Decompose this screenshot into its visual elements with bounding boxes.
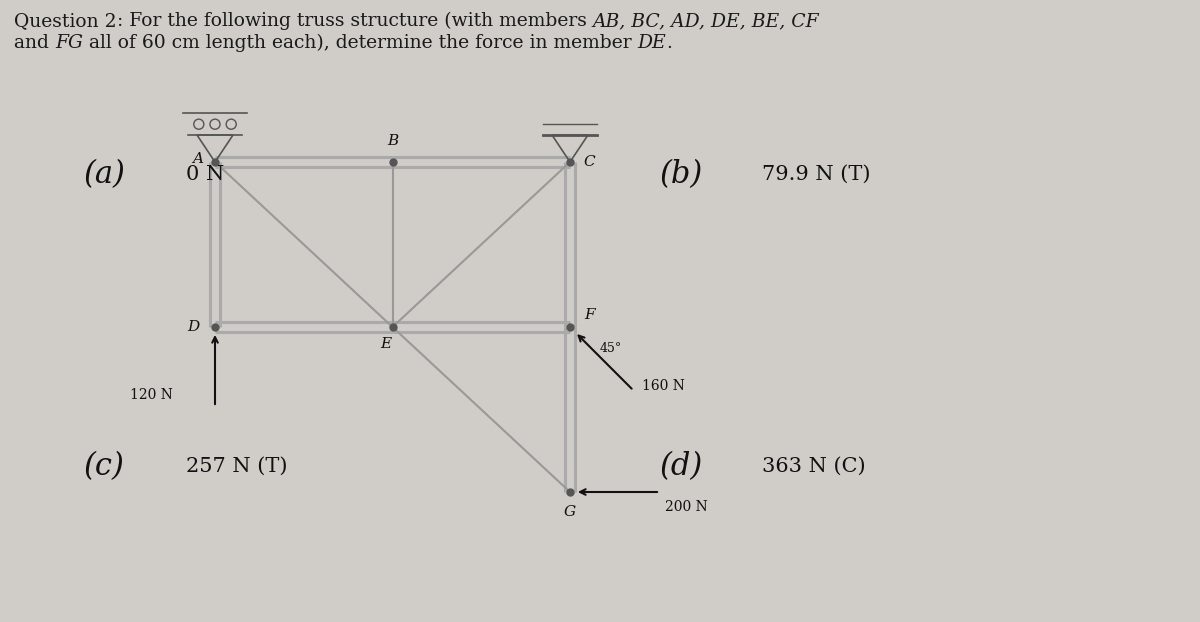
Text: (c): (c) [84, 451, 125, 482]
Text: A: A [192, 152, 203, 165]
Text: AB, BC, AD, DE, BE, CF: AB, BC, AD, DE, BE, CF [593, 12, 820, 30]
Text: E: E [380, 337, 391, 351]
Text: Question 2: Question 2 [14, 12, 116, 30]
Text: F: F [584, 309, 595, 322]
Text: (b): (b) [660, 159, 703, 190]
Text: D: D [187, 320, 200, 334]
Text: G: G [564, 505, 576, 519]
Text: 0 N: 0 N [186, 165, 224, 183]
Text: 200 N: 200 N [665, 500, 708, 514]
Text: 120 N: 120 N [130, 388, 173, 402]
Text: C: C [583, 155, 595, 169]
Text: 79.9 N (T): 79.9 N (T) [762, 165, 870, 183]
Text: : For the following truss structure (with members: : For the following truss structure (wit… [116, 12, 593, 30]
Text: all of 60 cm length each), determine the force in member: all of 60 cm length each), determine the… [83, 34, 637, 52]
Text: FG: FG [55, 34, 83, 52]
Text: (d): (d) [660, 451, 703, 482]
Text: 45°: 45° [600, 343, 623, 356]
Text: DE: DE [637, 34, 666, 52]
Text: B: B [386, 134, 398, 147]
Text: 160 N: 160 N [642, 379, 684, 392]
Text: .: . [666, 34, 672, 52]
Text: 363 N (C): 363 N (C) [762, 457, 865, 476]
Text: and: and [14, 34, 55, 52]
Text: (a): (a) [84, 159, 126, 190]
Text: 257 N (T): 257 N (T) [186, 457, 288, 476]
